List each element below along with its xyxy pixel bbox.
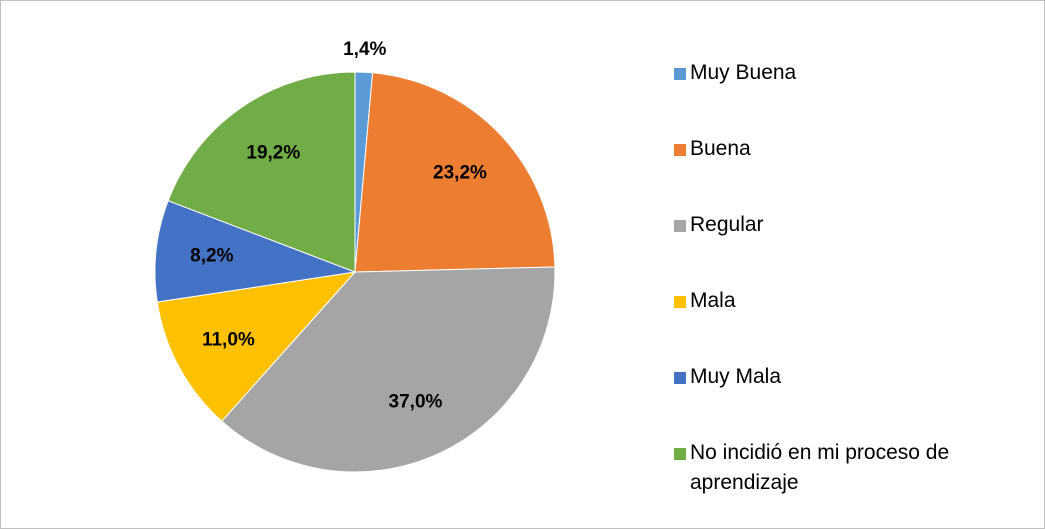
legend-swatch: [674, 372, 686, 384]
data-label: 11,0%: [202, 330, 255, 351]
legend-item: Mala: [674, 286, 1024, 362]
legend-item: No incidió en mi proceso de aprendizaje: [674, 438, 1024, 514]
legend-swatch: [674, 220, 686, 232]
pie-slice: [156, 271, 357, 422]
pie-slice: [167, 71, 356, 273]
data-label: 19,2%: [246, 142, 300, 163]
legend-label: Muy Buena: [690, 61, 797, 84]
legend-item: Regular: [674, 210, 1024, 286]
legend-label: Muy Mala: [690, 365, 782, 388]
legend-swatch: [674, 144, 686, 156]
data-label: 37,0%: [389, 392, 443, 413]
legend-item: Muy Buena: [674, 58, 1024, 134]
legend-label: Regular: [690, 213, 764, 236]
legend: Muy Buena Buena Regular Mala Muy Mala No inci…: [674, 58, 1024, 514]
legend-item: Muy Mala: [674, 362, 1024, 438]
legend-label: Mala: [690, 289, 736, 312]
data-label: 1,4%: [343, 39, 386, 60]
legend-swatch: [674, 68, 686, 80]
pie-slice: [154, 200, 357, 303]
data-label: 23,2%: [433, 162, 487, 183]
legend-label: Buena: [690, 137, 751, 160]
legend-item: Buena: [674, 134, 1024, 210]
legend-swatch: [674, 448, 686, 460]
pie-slice: [221, 266, 556, 473]
legend-swatch: [674, 296, 686, 308]
legend-label: No incidió en mi proceso de aprendizaje: [690, 441, 950, 494]
pie-slice: [354, 72, 556, 273]
data-label: 8,2%: [190, 246, 233, 267]
